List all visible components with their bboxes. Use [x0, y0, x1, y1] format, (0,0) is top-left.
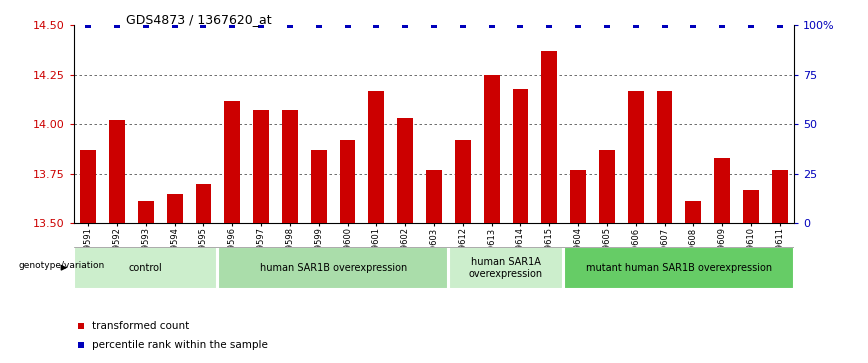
Bar — [599, 150, 615, 223]
Bar — [282, 110, 298, 223]
Bar — [138, 201, 154, 223]
Bar — [628, 91, 644, 223]
Bar — [512, 89, 529, 223]
Text: human SAR1A
overexpression: human SAR1A overexpression — [469, 257, 543, 278]
Bar — [109, 121, 125, 223]
Bar — [772, 170, 788, 223]
Bar — [656, 91, 673, 223]
Text: mutant human SAR1B overexpression: mutant human SAR1B overexpression — [586, 263, 772, 273]
Bar — [743, 189, 759, 223]
Bar — [368, 91, 385, 223]
Text: transformed count: transformed count — [92, 321, 189, 331]
Text: human SAR1B overexpression: human SAR1B overexpression — [260, 263, 407, 273]
Bar — [195, 184, 212, 223]
Bar — [80, 150, 96, 223]
Bar — [426, 170, 442, 223]
Bar — [398, 118, 413, 223]
Text: control: control — [129, 263, 162, 273]
Bar — [714, 158, 730, 223]
Bar — [542, 51, 557, 223]
Bar — [449, 247, 563, 289]
Bar — [219, 247, 448, 289]
Bar — [167, 193, 182, 223]
Text: genotype/variation: genotype/variation — [18, 261, 105, 270]
Bar — [564, 247, 793, 289]
Bar — [455, 140, 470, 223]
Bar — [311, 150, 326, 223]
Bar — [339, 140, 356, 223]
Bar — [686, 201, 701, 223]
Bar — [483, 75, 500, 223]
Bar — [75, 247, 217, 289]
Text: GDS4873 / 1367620_at: GDS4873 / 1367620_at — [126, 13, 272, 26]
Bar — [570, 170, 586, 223]
Text: percentile rank within the sample: percentile rank within the sample — [92, 340, 267, 350]
Bar — [224, 101, 240, 223]
Bar — [253, 110, 269, 223]
